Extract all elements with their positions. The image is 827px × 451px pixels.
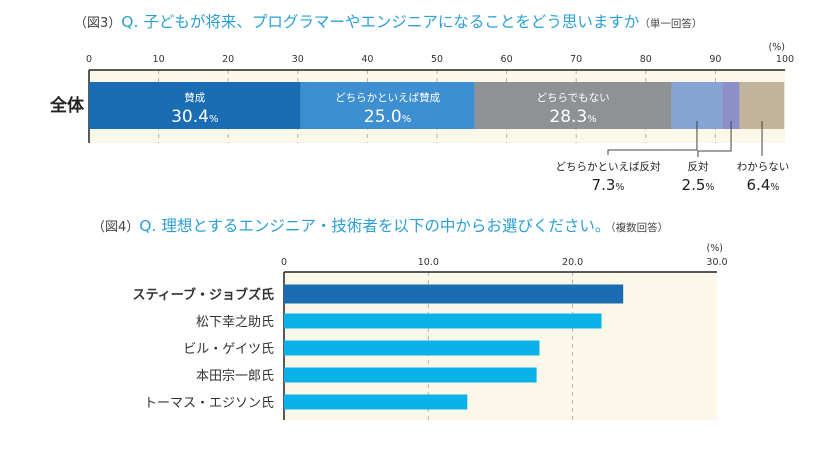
chart1-segment-name: どちらかといえば賛成 <box>335 91 440 104</box>
chart1-outside-name: 反対 <box>688 160 709 173</box>
chart1-segment-value: 30.4% <box>171 107 218 127</box>
chart1-segment-1 <box>89 82 301 129</box>
figure4-question: Q. 理想とするエンジニア・技術者を以下の中からお選びください。 <box>139 217 611 235</box>
chart2-category-label: ビル・ゲイツ氏 <box>183 342 274 357</box>
chart1-outside-value: 7.3% <box>592 176 625 194</box>
chart1-segment-3 <box>474 82 672 129</box>
percent-sign: % <box>402 114 412 125</box>
chart1-x-tick-label: 90 <box>709 54 721 65</box>
chart1-x-tick-label: 50 <box>431 54 443 65</box>
chart1-x-tick-label: 60 <box>501 54 513 65</box>
chart1-segment-name: どちらでもない <box>536 92 609 104</box>
chart2-bar <box>284 340 540 356</box>
chart1-outside-name: わからない <box>737 161 790 173</box>
percent-sign: % <box>705 182 714 193</box>
chart2-unit-label: (%) <box>707 243 723 254</box>
chart2-x-tick-label: 20.0 <box>562 257 583 268</box>
chart1-segment-2 <box>300 82 475 129</box>
value-number: 6.4 <box>747 176 771 194</box>
chart1-x-tick-label: 30 <box>292 54 304 65</box>
value-number: 28.3 <box>549 107 587 127</box>
chart1-segment-5 <box>722 82 740 129</box>
chart1-x-tick-label: 20 <box>222 54 234 65</box>
chart1-x-tick-label: 70 <box>570 54 582 65</box>
value-number: 7.3 <box>592 176 616 194</box>
figure3-label: （図3） <box>74 16 122 31</box>
chart1-segment-value: 25.0% <box>364 107 411 127</box>
figure4-note: （複数回答） <box>610 222 669 234</box>
chart2-bar <box>284 394 468 410</box>
value-number: 30.4 <box>171 107 209 127</box>
percent-sign: % <box>587 114 597 125</box>
chart2-bar <box>284 367 537 383</box>
chart2-bar <box>284 313 602 329</box>
percent-sign: % <box>209 114 219 125</box>
percent-sign: % <box>770 182 779 193</box>
value-number: 2.5 <box>682 176 706 194</box>
chart1-x-tick-label: 40 <box>361 54 373 65</box>
chart1-x-tick-label: 0 <box>86 54 92 65</box>
chart1-x-tick-label: 100 <box>776 54 794 65</box>
percent-sign: % <box>615 182 624 193</box>
figure3-note: （単一回答） <box>639 18 703 30</box>
chart2-category-label: 本田宗一郎氏 <box>196 368 274 384</box>
chart1-x-tick-label: 10 <box>153 54 165 65</box>
chart2-x-tick-label: 0 <box>281 257 287 268</box>
chart2-category-label: スティーブ・ジョブズ氏 <box>133 287 274 303</box>
chart1-leader-line <box>607 121 698 155</box>
chart1-unit-label: (%) <box>769 42 785 53</box>
figure4-label: （図4） <box>92 220 140 235</box>
chart2-bar <box>284 284 624 304</box>
figure3-question: Q. 子どもが将来、プログラマーやエンジニアになることをどう思いますか <box>121 13 640 31</box>
value-number: 25.0 <box>364 107 402 127</box>
chart1-category-label: 全体 <box>49 95 85 116</box>
chart2-x-tick-label: 30.0 <box>706 257 727 268</box>
chart1-outside-value: 6.4% <box>747 176 780 194</box>
chart1-outside-name: どちらかといえば反対 <box>556 160 661 173</box>
chart2-category-label: 松下幸之助氏 <box>196 315 274 330</box>
chart2-x-tick-label: 10.0 <box>418 257 439 268</box>
chart1-x-tick-label: 80 <box>640 54 652 65</box>
chart1-outside-value: 2.5% <box>682 176 715 194</box>
chart1-leader-line <box>697 121 732 157</box>
chart2-category-label: トーマス・エジソン氏 <box>144 396 274 411</box>
chart1-segment-name: 賛成 <box>184 91 205 104</box>
chart1-segment-value: 28.3% <box>549 107 596 127</box>
